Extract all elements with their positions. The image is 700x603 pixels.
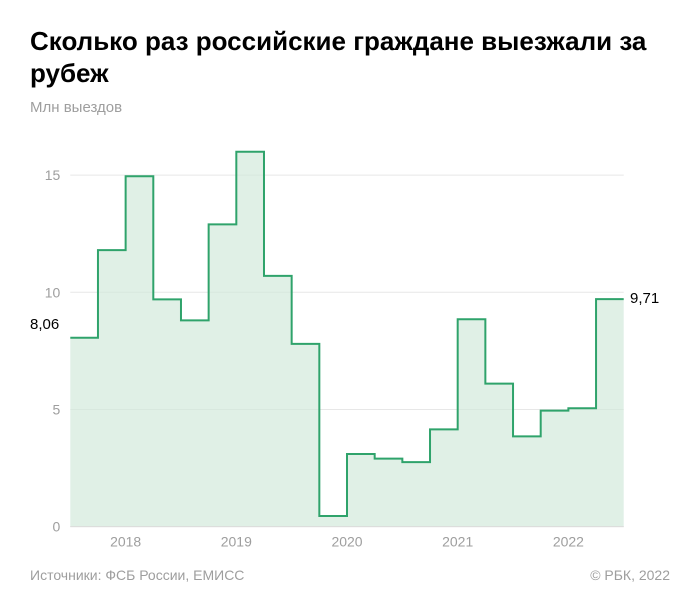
- svg-text:5: 5: [53, 402, 61, 418]
- last-point-label: 9,71: [630, 290, 659, 307]
- svg-text:10: 10: [45, 285, 61, 301]
- copyright-text: © РБК, 2022: [590, 567, 670, 583]
- chart-title: Сколько раз российские граждане выезжали…: [30, 26, 670, 89]
- first-point-label: 8,06: [30, 316, 59, 333]
- svg-text:15: 15: [45, 168, 61, 184]
- svg-text:0: 0: [53, 519, 61, 535]
- svg-text:2019: 2019: [221, 534, 252, 550]
- step-chart-svg: 0 5 10 15 2018 2019 2020 2021 2022: [30, 132, 670, 553]
- svg-text:2021: 2021: [442, 534, 473, 550]
- svg-text:2022: 2022: [553, 534, 584, 550]
- chart-subtitle: Млн выездов: [30, 99, 670, 116]
- svg-text:2018: 2018: [110, 534, 141, 550]
- source-text: Источники: ФСБ России, ЕМИСС: [30, 567, 244, 583]
- svg-text:2020: 2020: [331, 534, 362, 550]
- chart-area: 0 5 10 15 2018 2019 2020 2021 2022 8,06 9,71: [30, 132, 670, 553]
